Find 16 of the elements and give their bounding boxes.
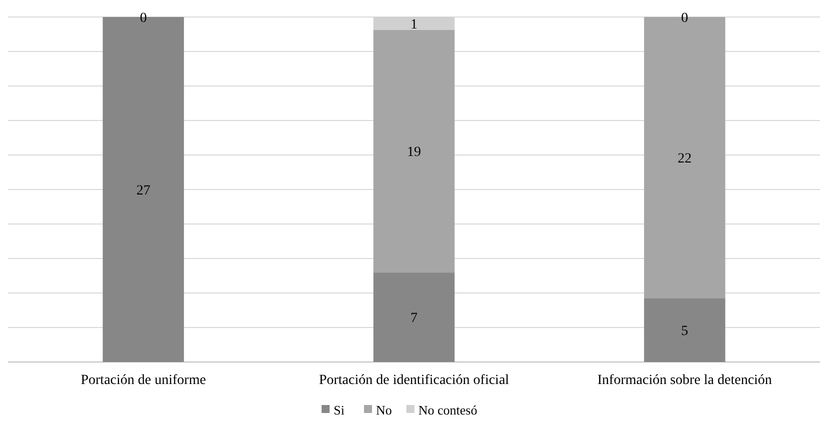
legend-label: No contesó [418, 402, 478, 418]
data-label: 22 [678, 151, 692, 166]
legend-label: Si [334, 402, 345, 418]
data-label: 1 [410, 17, 418, 32]
bar [644, 298, 726, 362]
x-tick-label: Portación de identificación oficial [318, 373, 510, 388]
data-label: 5 [681, 324, 688, 339]
x-tick-label: Información sobre la detención [597, 373, 772, 388]
bar [373, 272, 455, 362]
data-label: 27 [136, 183, 150, 198]
data-label: 0 [681, 10, 688, 26]
legend-label: No [376, 402, 392, 418]
data-label: 7 [410, 311, 418, 326]
x-tick-label: Portación de uniforme [80, 373, 206, 388]
bar [373, 30, 455, 273]
data-label: 19 [407, 145, 421, 160]
